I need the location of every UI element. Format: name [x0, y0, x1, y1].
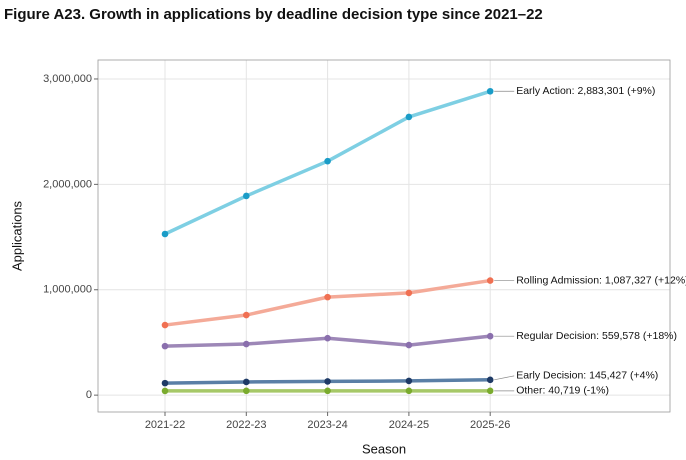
plot-border [97, 59, 671, 413]
data-label: Early Action: 2,883,301 (+9%) [516, 85, 655, 97]
x-tick-label: 2025-26 [470, 419, 510, 431]
data-point [405, 377, 413, 385]
y-axis-label: Applications [9, 200, 24, 271]
x-tick-label: 2022-23 [226, 419, 266, 431]
data-point [324, 157, 331, 165]
x-tick-label: 2021-22 [145, 419, 185, 431]
data-point [486, 387, 494, 395]
data-point [324, 334, 331, 342]
data-point [161, 379, 169, 387]
data-label: Rolling Admission: 1,087,327 (+12%) [516, 274, 686, 286]
y-tick-label: 2,000,000 [43, 178, 92, 190]
data-point [405, 289, 413, 297]
chart-title: Figure A23. Growth in applications by de… [4, 6, 543, 23]
data-point [324, 293, 331, 301]
data-point [243, 378, 250, 386]
x-axis-label: Season [362, 441, 406, 456]
data-label: Other: 40,719 (-1%) [516, 385, 609, 397]
data-label: Early Decision: 145,427 (+4%) [516, 370, 658, 382]
data-point [486, 376, 494, 384]
data-point [486, 332, 494, 340]
y-tick-label: 0 [86, 389, 92, 401]
y-tick-label: 3,000,000 [43, 73, 92, 85]
data-point [486, 87, 494, 95]
data-point [405, 387, 413, 395]
x-tick-label: 2024-25 [389, 419, 429, 431]
data-label: Regular Decision: 559,578 (+18%) [516, 330, 677, 342]
data-point [324, 387, 331, 395]
data-point [161, 342, 169, 350]
data-point [405, 113, 413, 121]
data-point [161, 321, 169, 329]
y-tick-label: 1,000,000 [43, 284, 92, 296]
x-tick-label: 2023-24 [307, 419, 347, 431]
data-point [324, 378, 331, 385]
data-point [243, 311, 250, 319]
data-point [405, 341, 413, 349]
data-point [243, 340, 250, 348]
data-point [161, 387, 169, 395]
data-point [161, 230, 169, 238]
label-leader [494, 375, 515, 381]
data-point [486, 277, 494, 284]
data-point [243, 192, 250, 200]
data-point [243, 387, 250, 395]
